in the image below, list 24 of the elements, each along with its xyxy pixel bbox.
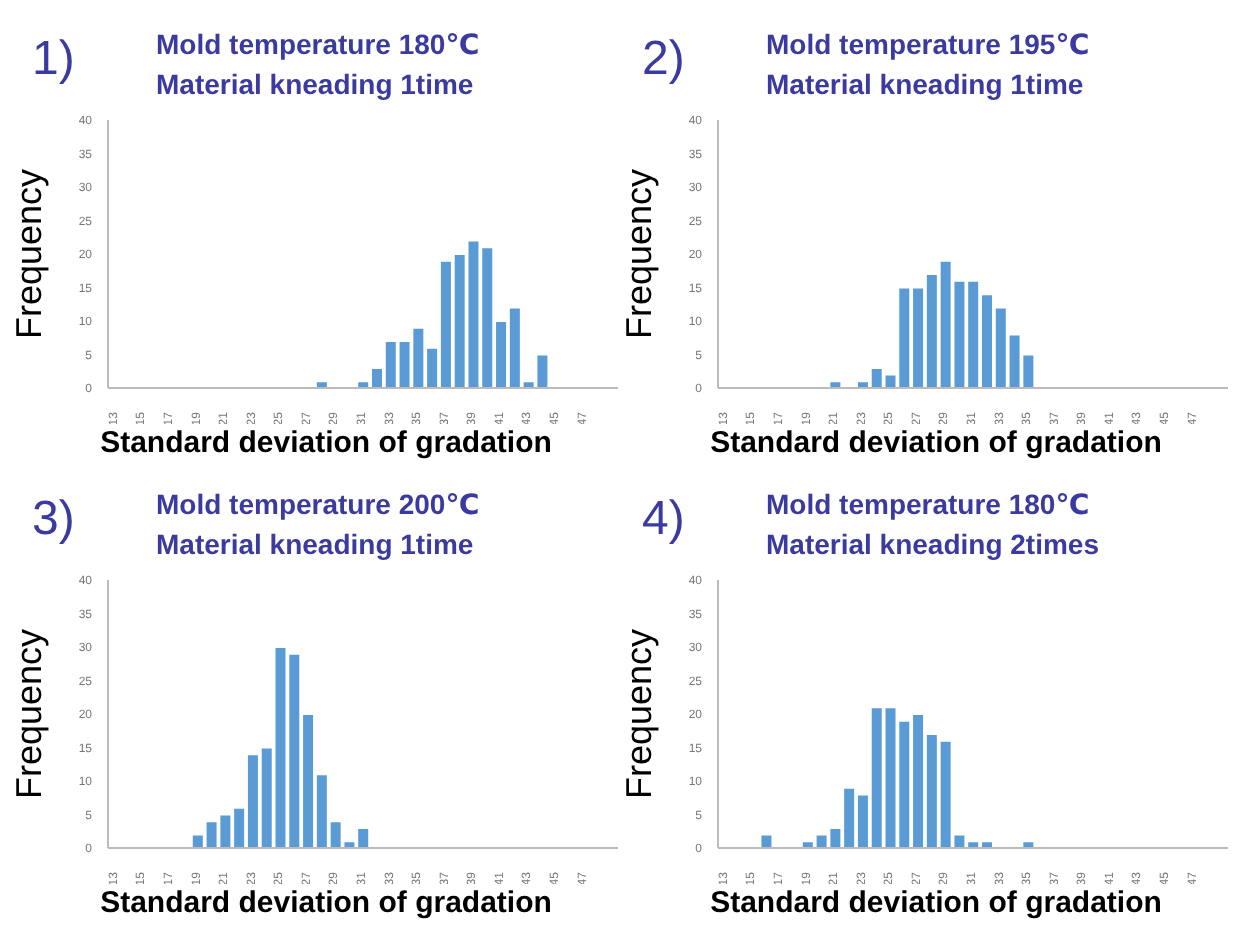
chart-title: Mold temperature 195℃ [766, 26, 1090, 64]
chart-title: Mold temperature 200℃ [156, 486, 480, 524]
text: 3) [32, 492, 75, 548]
chart-title: Mold temperature 180℃ [766, 486, 1092, 524]
chart-title: Mold temperature 180℃ [156, 26, 480, 64]
text: 1) [32, 32, 75, 88]
bar [314, 380, 329, 388]
bar [759, 833, 774, 848]
chart-subtitle: Material kneading 2times [766, 526, 1100, 564]
chart-subtitle: Material kneading 1time [156, 526, 476, 564]
y-axis-title: Frequency [8, 168, 49, 340]
x-axis-title: Standard deviation of gradation [98, 886, 554, 920]
y-axis-title: Frequency [618, 168, 659, 340]
y-axis-title: Frequency [8, 628, 49, 800]
bar [828, 380, 843, 388]
text: 2) [642, 32, 685, 88]
x-axis-title: Standard deviation of gradation [708, 426, 1164, 460]
y-axis-title: Frequency [618, 628, 659, 800]
bar [1021, 840, 1036, 848]
chart-subtitle: Material kneading 1time [766, 66, 1086, 104]
x-axis-title: Standard deviation of gradation [708, 886, 1164, 920]
text: 4) [642, 492, 685, 548]
x-axis-title: Standard deviation of gradation [98, 426, 554, 460]
chart-subtitle: Material kneading 1time [156, 66, 476, 104]
